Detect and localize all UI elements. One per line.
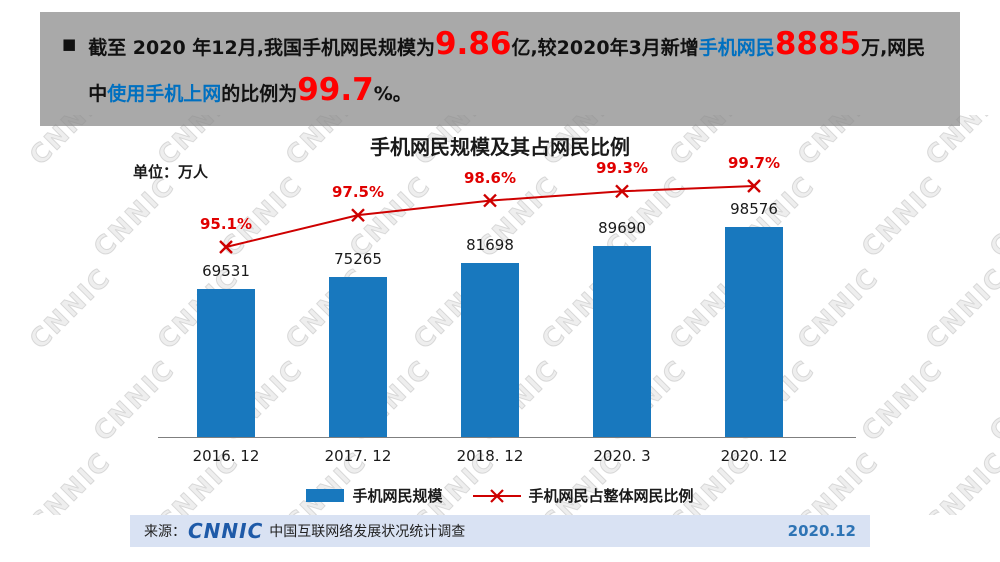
bar: [197, 289, 255, 437]
cnnic-logo: CNNIC: [188, 519, 264, 543]
summary-segment: %。: [373, 83, 412, 105]
line-value-label: 98.6%: [463, 168, 517, 187]
line-value-label: 99.3%: [595, 159, 649, 178]
summary-segment: 手机网民: [698, 37, 775, 59]
bar-value-label: 98576: [730, 200, 778, 218]
chart-title: 手机网民规模及其占网民比例: [370, 135, 630, 159]
source-prefix: 来源：: [144, 524, 186, 540]
summary-segment: 亿,较2020年3月新增: [511, 37, 699, 59]
x-axis-label: 2016. 12: [192, 447, 260, 465]
summary-segment: 截至 2020 年12月,我国手机网民规模为: [88, 37, 435, 59]
bar-value-label: 75265: [334, 250, 382, 268]
legend-line-swatch: [472, 488, 521, 503]
summary-banner: ■ 截至 2020 年12月,我国手机网民规模为9.86亿,较2020年3月新增…: [40, 12, 960, 126]
summary-segment: 9.86: [434, 26, 512, 62]
unit-label: 单位：万人: [133, 163, 209, 181]
legend: 手机网民规模 手机网民占整体网民比例: [0, 485, 1000, 506]
summary-segment: 8885: [774, 26, 862, 62]
summary-segment: 使用手机上网: [107, 83, 222, 105]
bar: [329, 277, 387, 437]
line-value-label: 99.7%: [727, 154, 781, 172]
x-axis-label: 2018. 12: [456, 447, 524, 465]
legend-line-label: 手机网民占整体网民比例: [528, 487, 694, 505]
line-value-label: 95.1%: [199, 215, 253, 233]
x-axis-label: 2020. 3: [593, 447, 651, 465]
summary-segment: 的比例为: [221, 83, 298, 105]
bar-value-label: 81698: [466, 236, 514, 254]
source-name: 中国互联网络发展状况统计调查: [269, 524, 466, 540]
x-axis-label: 2017. 12: [324, 447, 392, 465]
bar-value-label: 89690: [598, 219, 646, 237]
legend-item-bars: 手机网民规模: [306, 485, 443, 506]
bullet-icon: ■: [62, 35, 77, 53]
bar-value-label: 69531: [202, 262, 250, 280]
line-value-label: 97.5%: [331, 183, 385, 202]
summary-segment: 万,网民中: [88, 37, 926, 105]
summary-segment: 99.7: [297, 72, 374, 108]
bar: [725, 227, 783, 437]
bar: [593, 246, 651, 437]
chart-area: CNNIC CNNIC CNNIC CNNIC CNNIC CNNIC CNNIC CNNIC…: [0, 115, 1000, 515]
x-axis-label: 2020. 12: [720, 447, 788, 465]
footer: 来源： CNNIC 中国互联网络发展状况统计调查 2020.12: [130, 515, 870, 547]
plot-layer: 69531 2016. 12 95.1% 75265 2017. 12 97.5% 8169…: [0, 115, 1000, 515]
report-date: 2020.12: [787, 522, 856, 540]
x-axis-line: [158, 437, 856, 438]
legend-bar-label: 手机网民规模: [352, 487, 443, 505]
summary-text: 截至 2020 年12月,我国手机网民规模为9.86亿,较2020年3月新增手机…: [88, 23, 934, 115]
bar: [461, 263, 519, 437]
legend-item-line: 手机网民占整体网民比例: [472, 485, 694, 506]
legend-bar-swatch: [306, 489, 345, 502]
